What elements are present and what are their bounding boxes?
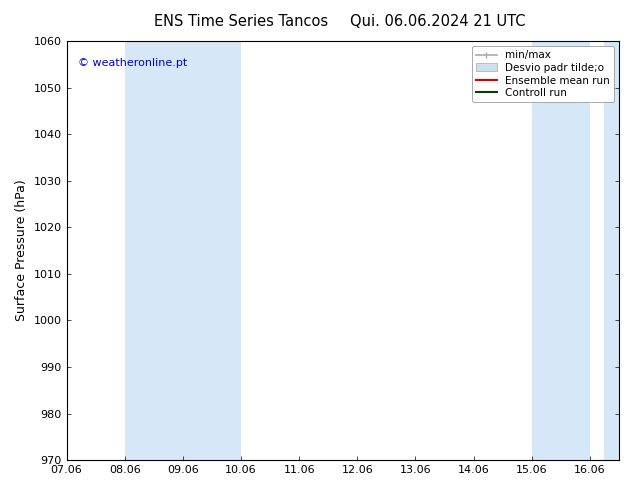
Y-axis label: Surface Pressure (hPa): Surface Pressure (hPa) [15,180,28,321]
Bar [125,41,241,460]
Text: ENS Time Series Tancos: ENS Time Series Tancos [154,14,328,29]
Legend: min/max, Desvio padr tilde;o, Ensemble mean run, Controll run: min/max, Desvio padr tilde;o, Ensemble m… [472,46,614,102]
Bar [532,41,590,460]
Bar [604,41,619,460]
Text: Qui. 06.06.2024 21 UTC: Qui. 06.06.2024 21 UTC [350,14,525,29]
Text: © weatheronline.pt: © weatheronline.pt [77,58,187,68]
